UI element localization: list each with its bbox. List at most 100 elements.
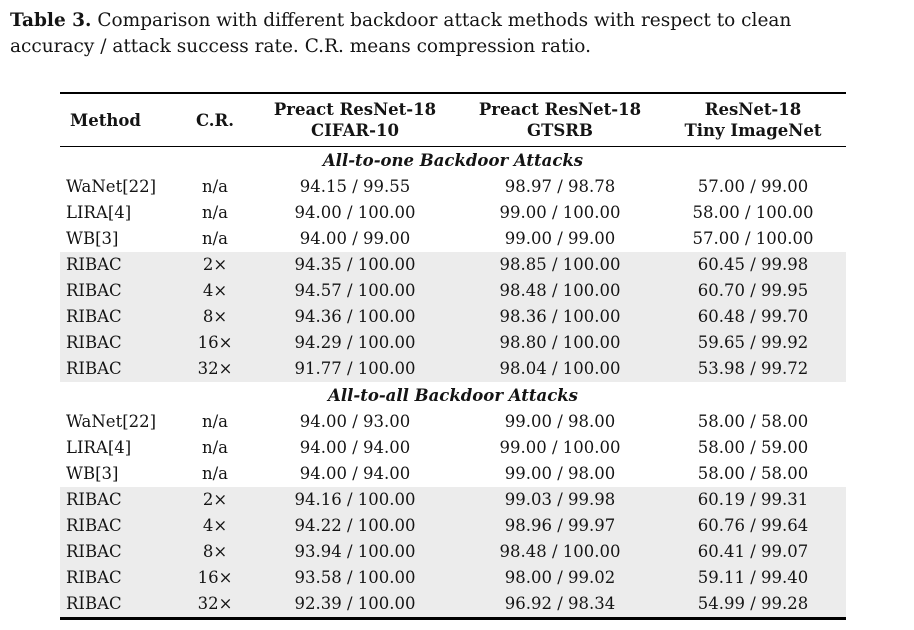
cell-cifar10: 94.00 / 93.00 [299, 412, 411, 432]
cell-gtsrb: 99.00 / 98.00 [504, 412, 616, 432]
cell-method: LIRA[4] [66, 203, 132, 223]
section-title: All-to-all Backdoor Attacks [328, 386, 578, 406]
cell-cifar10: 94.00 / 94.00 [299, 464, 411, 484]
cell-method: WB[3] [66, 464, 119, 484]
col-header-cr-label: C.R. [195, 110, 235, 130]
cell-gtsrb: 99.00 / 100.00 [499, 438, 621, 458]
cell-tiny: 59.11 / 99.40 [697, 568, 809, 588]
cell-method: WaNet[22] [66, 177, 157, 197]
cell-tiny: 58.00 / 100.00 [692, 203, 814, 223]
cell-method: RIBAC [66, 333, 122, 353]
cell-cr: n/a [201, 229, 229, 249]
cell-method: RIBAC [66, 281, 122, 301]
cell-cr: 8× [202, 542, 228, 562]
table-caption: Table 3. Comparison with different backd… [10, 8, 904, 61]
col-header-tiny-line1: ResNet-18 [704, 100, 802, 119]
col-header-tiny-line2: Tiny ImageNet [684, 121, 822, 141]
col-header-cr: C.R. [180, 93, 250, 148]
table-row: RIBAC 8× 94.36 / 100.00 98.36 / 100.00 60.48… [60, 304, 846, 331]
col-header-method: Method [60, 93, 180, 148]
cell-tiny: 58.00 / 58.00 [697, 464, 809, 484]
cell-tiny: 60.76 / 99.64 [697, 516, 809, 536]
cell-tiny: 60.41 / 99.07 [697, 542, 809, 562]
section-title: All-to-one Backdoor Attacks [322, 151, 584, 171]
header-row: Method C.R. Preact ResNet-18 CIFAR-10 Pr… [60, 93, 846, 148]
table-row: RIBAC 16× 94.29 / 100.00 98.80 / 100.00 59.6… [60, 330, 846, 357]
cell-gtsrb: 99.00 / 100.00 [499, 203, 621, 223]
col-header-tiny: ResNet-18 Tiny ImageNet [660, 93, 846, 148]
cell-gtsrb: 98.36 / 100.00 [499, 307, 621, 327]
col-header-cifar10: Preact ResNet-18 CIFAR-10 [250, 93, 460, 148]
cell-gtsrb: 98.48 / 100.00 [499, 542, 621, 562]
cell-cr: 8× [202, 307, 228, 327]
table-header: Method C.R. Preact ResNet-18 CIFAR-10 Pr… [60, 93, 846, 148]
cell-tiny: 60.70 / 99.95 [697, 281, 809, 301]
cell-gtsrb: 98.85 / 100.00 [499, 255, 621, 275]
cell-method: RIBAC [66, 255, 122, 275]
cell-cifar10: 94.16 / 100.00 [294, 490, 416, 510]
cell-cr: n/a [201, 203, 229, 223]
cell-tiny: 54.99 / 99.28 [697, 594, 809, 614]
col-header-cifar10-line2: CIFAR-10 [311, 121, 399, 141]
cell-tiny: 60.48 / 99.70 [697, 307, 809, 327]
cell-tiny: 57.00 / 100.00 [692, 229, 814, 249]
cell-gtsrb: 98.04 / 100.00 [499, 359, 621, 379]
cell-cr: 16× [197, 333, 233, 353]
cell-gtsrb: 98.80 / 100.00 [499, 333, 621, 353]
cell-method: RIBAC [66, 516, 122, 536]
cell-cifar10: 94.00 / 94.00 [299, 438, 411, 458]
col-header-gtsrb-line1: Preact ResNet-18 [478, 100, 642, 119]
section-title-row: All-to-one Backdoor Attacks [60, 147, 846, 175]
cell-tiny: 60.45 / 99.98 [697, 255, 809, 275]
cell-tiny: 58.00 / 59.00 [697, 438, 809, 458]
cell-cr: n/a [201, 438, 229, 458]
cell-cifar10: 94.36 / 100.00 [294, 307, 416, 327]
caption-line1: Table 3. Comparison with different backd… [10, 10, 791, 31]
table-row: WB[3] n/a 94.00 / 99.00 99.00 / 99.00 57.00 … [60, 226, 846, 252]
table-row: RIBAC 4× 94.57 / 100.00 98.48 / 100.00 60.70… [60, 278, 846, 305]
cell-cifar10: 93.58 / 100.00 [294, 568, 416, 588]
cell-method: RIBAC [66, 594, 122, 614]
cell-cifar10: 91.77 / 100.00 [294, 359, 416, 379]
table-row: LIRA[4] n/a 94.00 / 94.00 99.00 / 100.00 58.… [60, 435, 846, 461]
caption-text-line1: Comparison with different backdoor attac… [97, 10, 792, 31]
table-row: RIBAC 4× 94.22 / 100.00 98.96 / 99.97 60.76 … [60, 513, 846, 540]
cell-cifar10: 94.00 / 99.00 [299, 229, 411, 249]
cell-method: LIRA[4] [66, 438, 132, 458]
cell-method: WaNet[22] [66, 412, 157, 432]
cell-tiny: 57.00 / 99.00 [697, 177, 809, 197]
caption-text-line2: accuracy / attack success rate. C.R. mea… [10, 36, 591, 58]
col-header-cifar10-line1: Preact ResNet-18 [273, 100, 437, 119]
cell-method: RIBAC [66, 490, 122, 510]
cell-cifar10: 94.00 / 100.00 [294, 203, 416, 223]
cell-tiny: 58.00 / 58.00 [697, 412, 809, 432]
col-header-gtsrb-line2: GTSRB [527, 121, 593, 141]
table-row: LIRA[4] n/a 94.00 / 100.00 99.00 / 100.00 58… [60, 200, 846, 226]
table-row: RIBAC 16× 93.58 / 100.00 98.00 / 99.02 59.11… [60, 565, 846, 592]
table-row: RIBAC 2× 94.35 / 100.00 98.85 / 100.00 60.45… [60, 252, 846, 279]
table-body: All-to-one Backdoor Attacks WaNet[22] n/a 9… [60, 147, 846, 619]
cell-tiny: 59.65 / 99.92 [697, 333, 809, 353]
table-row: RIBAC 32× 91.77 / 100.00 98.04 / 100.00 53.9… [60, 356, 846, 383]
cell-gtsrb: 99.00 / 99.00 [504, 229, 616, 249]
caption-label: Table 3. [10, 10, 92, 31]
cell-cr: 4× [202, 516, 228, 536]
table-row: RIBAC 32× 92.39 / 100.00 96.92 / 98.34 54.99… [60, 591, 846, 619]
table-row: WaNet[22] n/a 94.00 / 93.00 99.00 / 98.00 58… [60, 409, 846, 435]
cell-gtsrb: 99.00 / 98.00 [504, 464, 616, 484]
cell-cr: 16× [197, 568, 233, 588]
cell-gtsrb: 98.96 / 99.97 [504, 516, 616, 536]
cell-gtsrb: 98.00 / 99.02 [504, 568, 616, 588]
table-row: WB[3] n/a 94.00 / 94.00 99.00 / 98.00 58.00 … [60, 461, 846, 487]
cell-method: RIBAC [66, 542, 122, 562]
cell-gtsrb: 99.03 / 99.98 [504, 490, 616, 510]
cell-tiny: 60.19 / 99.31 [697, 490, 809, 510]
cell-cifar10: 93.94 / 100.00 [294, 542, 416, 562]
col-header-method-label: Method [70, 110, 141, 130]
cell-cifar10: 94.15 / 99.55 [299, 177, 411, 197]
cell-cifar10: 94.35 / 100.00 [294, 255, 416, 275]
cell-cr: n/a [201, 177, 229, 197]
cell-cr: 32× [197, 594, 233, 614]
cell-gtsrb: 98.48 / 100.00 [499, 281, 621, 301]
